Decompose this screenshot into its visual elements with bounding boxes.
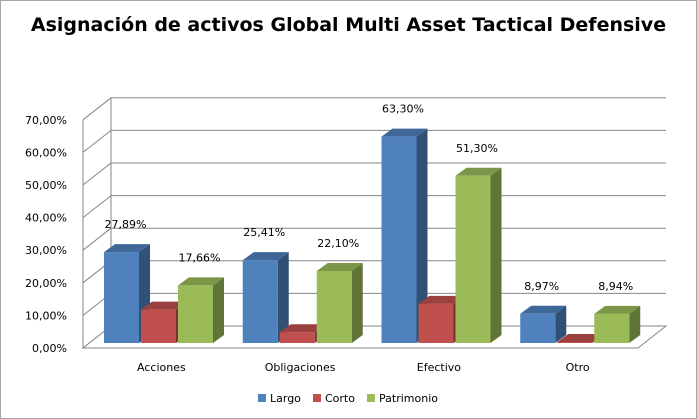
- y-tick-label: 10,00%: [25, 309, 67, 322]
- bar-top: [594, 305, 641, 314]
- bar-side: [555, 305, 567, 343]
- bar-front: [104, 252, 139, 343]
- bar-top: [381, 128, 428, 137]
- gridline-diagonal: [82, 195, 112, 218]
- bar-front: [455, 175, 491, 343]
- bar-top: [316, 262, 363, 271]
- bar-largo-efectivo: [381, 128, 428, 343]
- chart-title: Asignación de activos Global Multi Asset…: [30, 14, 667, 36]
- bar-front: [381, 136, 417, 343]
- bar-top: [178, 277, 224, 286]
- bar-top: [141, 301, 187, 310]
- y-tick-label: 50,00%: [25, 179, 67, 192]
- y-tick-label: 0,00%: [32, 342, 67, 355]
- legend-label: Largo: [270, 392, 301, 405]
- legend-item: Corto: [313, 392, 355, 405]
- legend-label: Corto: [325, 392, 355, 405]
- bar-top: [242, 252, 289, 261]
- bar-front: [316, 270, 352, 343]
- bar-front: [279, 332, 315, 343]
- bar-front: [557, 342, 593, 343]
- y-tick-label: 70,00%: [25, 114, 67, 127]
- legend-item: Largo: [258, 392, 301, 405]
- legend-label: Patrimonio: [379, 392, 438, 405]
- bar-top: [418, 295, 465, 304]
- data-label: 27,89%: [105, 218, 147, 231]
- x-tick-label: Acciones: [137, 361, 186, 374]
- bar-front: [594, 313, 630, 343]
- data-label: 17,66%: [179, 251, 221, 264]
- bar-front: [242, 260, 278, 343]
- data-label: 8,97%: [524, 280, 559, 293]
- gridline-diagonal: [82, 227, 112, 251]
- bar-front: [141, 309, 176, 343]
- bar-top: [455, 167, 502, 176]
- bar-front: [178, 285, 213, 343]
- bar-patrimonio-obligaciones: [316, 262, 363, 343]
- bar-side: [351, 262, 363, 343]
- gridline-diagonal: [82, 162, 112, 186]
- bar-front: [418, 303, 454, 343]
- bar-largo-acciones: [104, 244, 150, 343]
- bar-patrimonio-efectivo: [455, 167, 502, 343]
- y-tick-label: 40,00%: [25, 212, 67, 225]
- bar-patrimonio-acciones: [178, 277, 224, 343]
- y-tick-label: 30,00%: [25, 244, 67, 257]
- bar-side: [490, 167, 502, 343]
- bar-side: [416, 128, 428, 343]
- y-tick-label: 20,00%: [25, 277, 67, 290]
- x-tick-label: Obligaciones: [265, 361, 336, 374]
- data-label: 51,30%: [456, 142, 498, 155]
- data-label: 22,10%: [317, 237, 359, 250]
- data-label: 25,41%: [243, 226, 285, 239]
- bar-top: [104, 244, 150, 253]
- data-labels: 27,89% 17,66% Acciones 25,41% 22,10% Obligaci…: [105, 103, 634, 374]
- legend: Largo Corto Patrimonio: [258, 392, 438, 405]
- data-label: 8,94%: [598, 280, 633, 293]
- bar-top: [520, 305, 567, 314]
- bar-side: [629, 305, 641, 343]
- x-tick-label: Efectivo: [417, 361, 462, 374]
- bar-patrimonio-otro: [594, 305, 641, 343]
- bars: [104, 128, 641, 343]
- bar-side: [277, 252, 289, 343]
- bar-front: [520, 313, 556, 343]
- legend-swatch: [313, 394, 321, 402]
- data-label: 63,30%: [382, 103, 424, 116]
- bar-top: [279, 324, 326, 333]
- y-axis: 0,00% 10,00% 20,00% 30,00% 40,00% 50,00% 60,00…: [25, 114, 67, 355]
- gridline-diagonal: [82, 130, 112, 153]
- gridline-diagonal: [82, 97, 112, 121]
- bar-side: [213, 277, 224, 343]
- legend-swatch: [258, 394, 266, 402]
- bar-top: [557, 334, 604, 342]
- bar-largo-otro: [520, 305, 567, 343]
- x-tick-label: Otro: [566, 361, 590, 374]
- y-tick-label: 60,00%: [25, 146, 67, 159]
- bar-largo-obligaciones: [242, 252, 289, 343]
- legend-swatch: [367, 394, 375, 402]
- legend-item: Patrimonio: [367, 392, 438, 405]
